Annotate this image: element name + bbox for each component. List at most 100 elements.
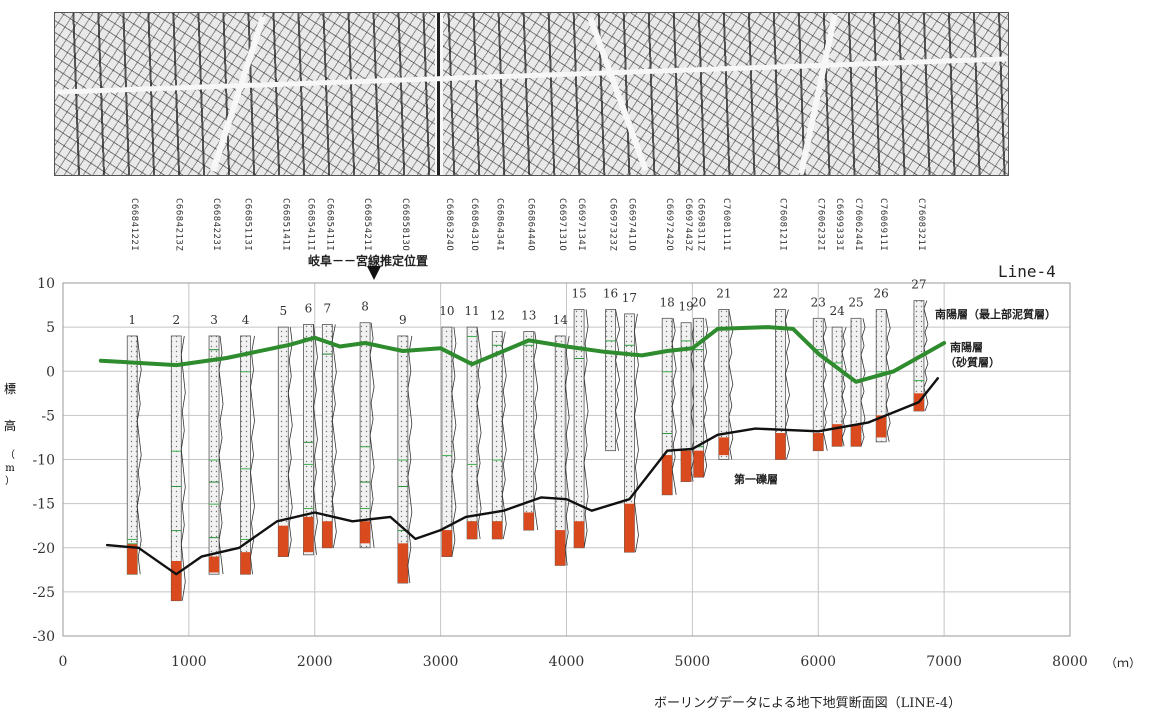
- boring-number: 26: [874, 286, 889, 300]
- gravel-segment: [278, 525, 289, 557]
- mud-segment: [209, 503, 220, 505]
- boring-number: 21: [716, 286, 731, 300]
- boring-id-label: C6686444O: [526, 198, 536, 251]
- mud-segment: [171, 485, 182, 487]
- boring-id-label: C7608321I: [916, 198, 926, 251]
- boring-core: [491, 331, 503, 540]
- y-tick-label: -5: [41, 408, 55, 424]
- n-value-curve: [564, 335, 570, 566]
- mud-segment: [360, 481, 371, 483]
- n-value-curve: [451, 327, 457, 557]
- mud-segment: [397, 459, 408, 461]
- n-value-curve: [703, 318, 709, 478]
- boring-id-label: C6686431O: [469, 198, 479, 251]
- x-tick-label: 1000: [171, 654, 207, 670]
- boring-core: [718, 309, 730, 460]
- plot-frame: [62, 282, 1071, 637]
- gravel-segment: [775, 433, 786, 460]
- mud-segment: [832, 362, 843, 364]
- mud-segment: [574, 358, 585, 360]
- mud-segment: [397, 530, 408, 532]
- sand-label-line2: （砂質層）: [945, 355, 1000, 369]
- mud-segment: [171, 450, 182, 452]
- gravel-segment: [171, 560, 182, 601]
- boring-column: 10: [439, 304, 457, 557]
- y-axis-label-char: m: [5, 463, 15, 474]
- boring-id-label: C6685411I: [324, 198, 334, 251]
- x-tick-label: 4000: [549, 654, 585, 670]
- x-tick-label: 7000: [926, 654, 962, 670]
- gravel-label: 第一礫層: [734, 472, 778, 486]
- boring-number: 11: [464, 304, 479, 318]
- n-value-curve: [671, 318, 677, 495]
- boring-column: 9: [397, 313, 413, 584]
- boring-number: 17: [622, 291, 637, 305]
- boring-id-label: C7608121I: [777, 198, 787, 251]
- boring-number: 16: [603, 286, 618, 300]
- boring-number: 10: [439, 304, 454, 318]
- gravel-segment: [718, 437, 729, 456]
- gravel-segment: [624, 503, 635, 553]
- boring-id-label: C7606911I: [878, 198, 888, 251]
- x-tick-label: 5000: [675, 654, 711, 670]
- y-tick-label: 10: [37, 276, 55, 292]
- mud-segment: [209, 459, 220, 461]
- boring-core: [208, 335, 220, 575]
- mud-segment: [303, 441, 314, 443]
- gravel-segment: [574, 521, 585, 548]
- boring-id-label: C6685813O: [400, 198, 410, 251]
- mud-segment: [397, 485, 408, 487]
- gravel-segment: [681, 450, 692, 482]
- boring-column: 2: [170, 313, 186, 602]
- gravel-segment: [492, 521, 503, 539]
- n-value-curve: [615, 309, 620, 451]
- mud-segment: [240, 468, 251, 470]
- gravel-segment: [441, 530, 452, 557]
- boring-column: 3: [208, 313, 224, 575]
- x-tick-label: 0: [59, 654, 68, 670]
- gravel-segment: [303, 516, 314, 553]
- mud-segment: [681, 340, 692, 342]
- n-value-curve: [136, 335, 142, 575]
- boring-column: 18: [660, 295, 677, 496]
- gravel-segment: [851, 424, 862, 447]
- boring-id-label: C6684122I: [129, 198, 139, 251]
- boring-core: [573, 309, 585, 549]
- boring-id-label: C6697443Z: [683, 198, 693, 251]
- mud-segment: [467, 335, 478, 337]
- n-value-curve: [841, 326, 847, 447]
- x-tick-label: 6000: [800, 654, 836, 670]
- boring-column: 1: [126, 313, 142, 575]
- mud-segment: [523, 344, 534, 346]
- nanyo-mud-boundary-line: [98, 325, 947, 384]
- n-value-curve: [822, 318, 828, 451]
- boring-core: [554, 335, 566, 566]
- boring-id-label: C6699333I: [834, 198, 844, 251]
- x-tick-label: 3000: [423, 654, 459, 670]
- n-value-curve: [218, 335, 224, 575]
- mud-segment: [467, 463, 478, 465]
- gravel-segment: [876, 415, 887, 438]
- y-tick-label: -25: [32, 585, 55, 601]
- boring-number: 23: [811, 295, 826, 309]
- boring-number: 4: [242, 313, 250, 327]
- upper-mud-label: 南陽層（最上部泥質層）: [935, 307, 1056, 321]
- boring-number: 8: [361, 300, 369, 314]
- boring-id-label: C6684213Z: [173, 198, 183, 251]
- boring-column: 22: [773, 286, 790, 460]
- mud-segment: [209, 481, 220, 483]
- gravel-segment: [832, 424, 843, 447]
- x-unit: （ｍ）: [1105, 656, 1141, 670]
- mud-segment: [913, 380, 924, 382]
- fault-marker-triangle: [367, 266, 381, 280]
- mud-segment: [492, 459, 503, 461]
- mud-segment: [127, 538, 138, 540]
- mud-segment: [240, 538, 251, 540]
- mud-segment: [240, 371, 251, 373]
- boring-core: [126, 335, 138, 575]
- boring-column: 6: [303, 301, 318, 556]
- boring-number: 18: [660, 295, 675, 309]
- boring-id-label: C6684223I: [211, 198, 221, 251]
- gravel-segment: [523, 512, 534, 531]
